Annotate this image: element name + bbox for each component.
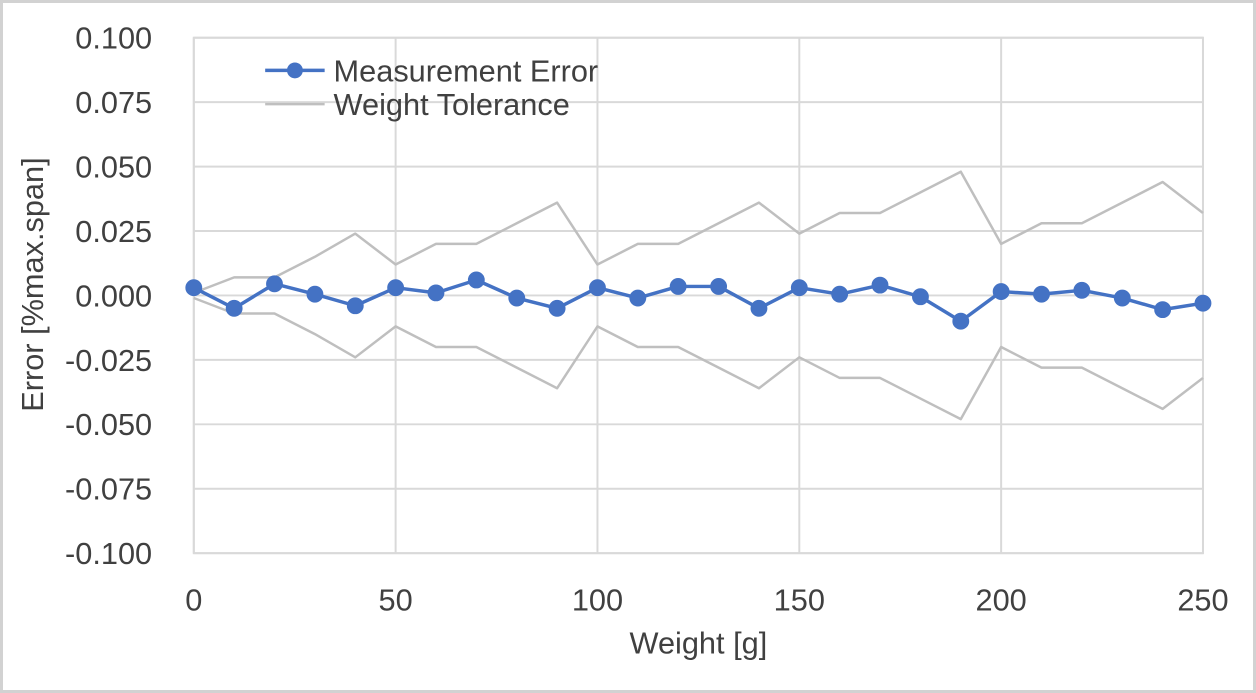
y-tick-label: -0.100 <box>65 536 152 571</box>
data-point-marker <box>589 279 606 297</box>
y-tick-label: 0.025 <box>75 214 152 249</box>
y-tick-label: 0.000 <box>75 278 152 313</box>
legend-label: Measurement Error <box>334 53 599 88</box>
data-point-marker <box>871 276 889 294</box>
data-point-marker <box>992 283 1010 301</box>
data-point-marker <box>790 279 808 297</box>
y-tick-label: -0.050 <box>65 407 152 442</box>
data-point-marker <box>1154 301 1172 319</box>
series-line-weight-tolerance-lower-bound- <box>193 296 1204 421</box>
y-tick-label: 0.075 <box>75 85 152 120</box>
series-line-weight-tolerance <box>193 170 1204 295</box>
x-tick-label: 250 <box>1177 583 1228 618</box>
data-point-marker <box>1033 285 1050 303</box>
y-tick-label: -0.025 <box>65 343 152 378</box>
x-axis-title: Weight [g] <box>630 625 768 660</box>
data-point-marker <box>508 289 526 307</box>
y-tick-label: -0.075 <box>65 472 152 507</box>
y-tick-label: 0.100 <box>75 21 152 56</box>
data-point-marker <box>669 277 687 295</box>
y-axis-title: Error [%max.span] <box>15 157 50 411</box>
data-point-marker <box>266 275 283 293</box>
data-point-marker <box>548 299 566 317</box>
x-tick-label: 100 <box>572 583 623 618</box>
data-point-marker <box>306 285 324 303</box>
data-point-marker <box>710 277 728 295</box>
data-point-marker <box>427 284 445 302</box>
legend-label: Weight Tolerance <box>334 87 570 122</box>
data-point-marker <box>1073 281 1091 299</box>
x-tick-label: 150 <box>774 583 825 618</box>
data-point-marker <box>952 312 970 330</box>
data-point-marker <box>346 297 364 315</box>
data-point-marker <box>1113 289 1131 307</box>
data-point-marker <box>629 289 647 307</box>
chart-svg: 0.100 0.075 0.050 0.025 0.000 -0.025 -0.050 -0.… <box>15 21 1229 661</box>
data-point-marker <box>912 288 929 306</box>
data-point-marker <box>831 285 849 303</box>
data-point-marker <box>387 279 405 297</box>
data-point-marker <box>225 299 243 317</box>
y-tick-label: 0.050 <box>75 149 152 184</box>
x-tick-label: 50 <box>379 583 413 618</box>
data-point-marker <box>185 279 203 297</box>
data-point-marker <box>467 271 485 289</box>
series-line-measurement-error <box>193 278 1204 323</box>
data-point-marker <box>750 299 768 317</box>
x-tick-label: 200 <box>976 583 1027 618</box>
legend-swatch-marker <box>286 62 303 79</box>
data-point-marker <box>1194 294 1212 312</box>
x-tick-label: 0 <box>185 583 202 618</box>
